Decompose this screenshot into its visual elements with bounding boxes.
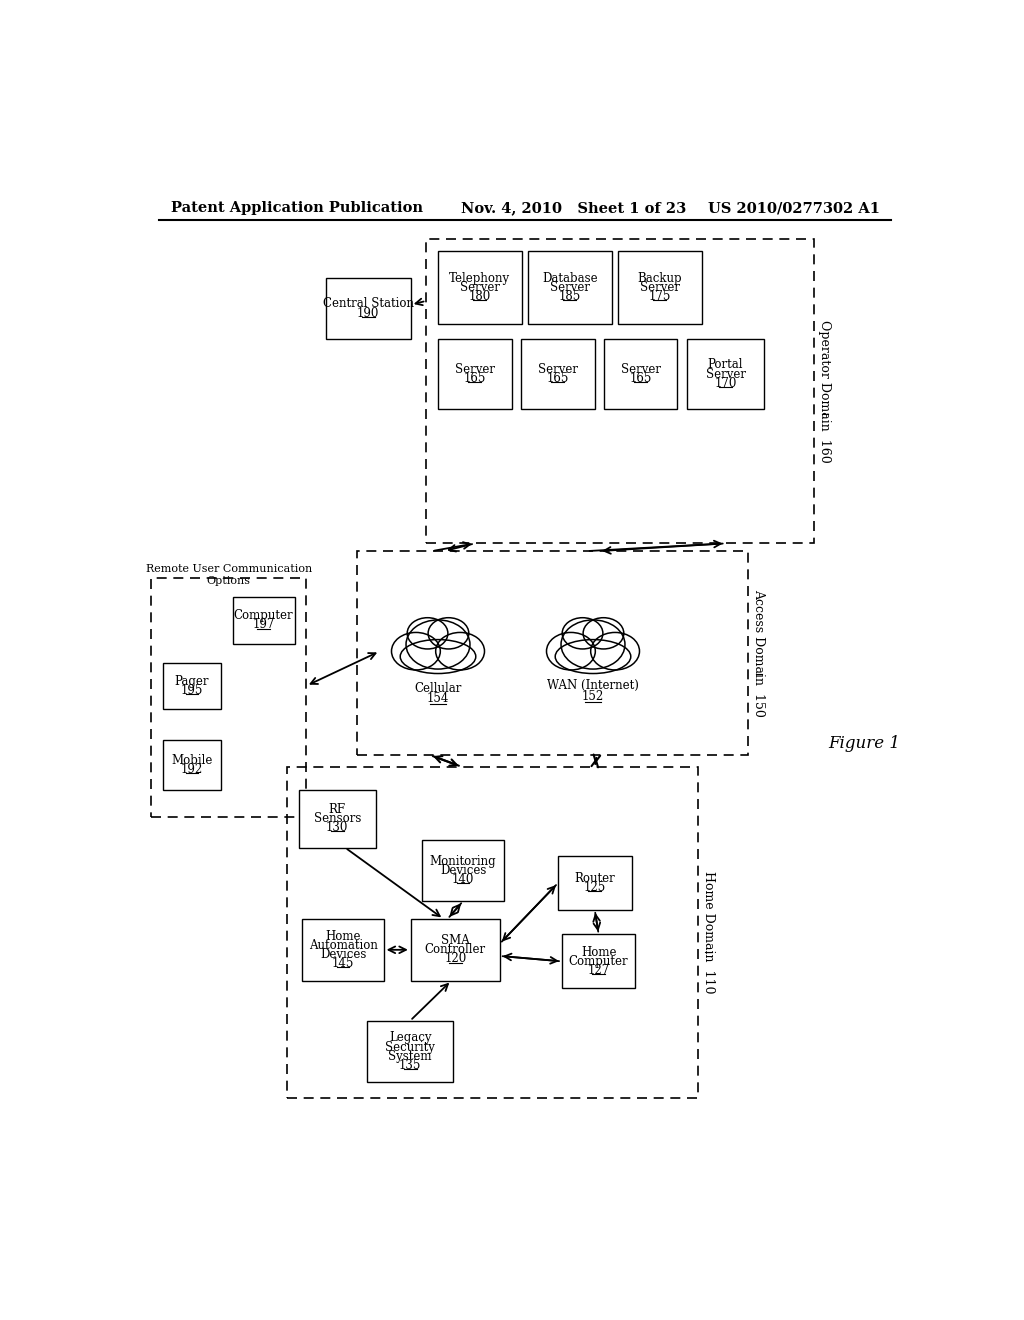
Bar bbox=[302, 919, 384, 981]
Text: Computer: Computer bbox=[569, 954, 629, 968]
Text: Telephony: Telephony bbox=[450, 272, 510, 285]
Text: 165: 165 bbox=[547, 372, 569, 385]
Text: 127: 127 bbox=[588, 964, 609, 977]
Text: Mobile: Mobile bbox=[171, 754, 213, 767]
Text: 145: 145 bbox=[332, 957, 354, 970]
Text: Server: Server bbox=[460, 281, 500, 294]
Text: Options: Options bbox=[207, 576, 251, 586]
Text: System: System bbox=[388, 1049, 432, 1063]
Ellipse shape bbox=[428, 618, 469, 649]
Text: 180: 180 bbox=[469, 290, 490, 304]
Bar bbox=[163, 739, 221, 789]
Text: 130: 130 bbox=[326, 821, 348, 834]
Text: Home Domain  110: Home Domain 110 bbox=[702, 871, 715, 994]
Bar bbox=[528, 251, 611, 323]
Text: 140: 140 bbox=[452, 873, 474, 886]
Text: 185: 185 bbox=[559, 290, 581, 304]
Text: Patent Application Publication: Patent Application Publication bbox=[171, 202, 423, 215]
Text: Backup: Backup bbox=[637, 272, 682, 285]
Text: Home: Home bbox=[581, 945, 616, 958]
Bar bbox=[617, 251, 701, 323]
Text: Home: Home bbox=[326, 929, 360, 942]
Text: Figure 1: Figure 1 bbox=[828, 735, 900, 752]
Ellipse shape bbox=[562, 618, 603, 649]
Text: Devices: Devices bbox=[319, 948, 367, 961]
Bar bbox=[558, 857, 632, 909]
Text: Legacy: Legacy bbox=[389, 1031, 431, 1044]
Text: Security: Security bbox=[385, 1040, 435, 1053]
Ellipse shape bbox=[435, 632, 484, 671]
Text: Computer: Computer bbox=[233, 610, 294, 622]
Text: SMA: SMA bbox=[441, 935, 470, 948]
Text: Pager: Pager bbox=[175, 675, 209, 688]
Bar bbox=[422, 840, 504, 902]
Text: 190: 190 bbox=[357, 306, 380, 319]
Text: Operator Domain  160: Operator Domain 160 bbox=[818, 319, 831, 463]
Ellipse shape bbox=[591, 632, 640, 671]
Text: Server: Server bbox=[538, 363, 578, 376]
Text: Server: Server bbox=[706, 367, 745, 380]
Text: Remote User Communication: Remote User Communication bbox=[145, 564, 312, 574]
Text: 152: 152 bbox=[582, 690, 604, 704]
Ellipse shape bbox=[547, 632, 595, 671]
Text: RF: RF bbox=[329, 803, 346, 816]
Text: 197: 197 bbox=[253, 619, 274, 631]
Text: Automation: Automation bbox=[308, 939, 378, 952]
Bar bbox=[426, 239, 814, 544]
Bar bbox=[687, 339, 764, 409]
Text: Cellular: Cellular bbox=[415, 681, 462, 694]
Text: Nov. 4, 2010   Sheet 1 of 23: Nov. 4, 2010 Sheet 1 of 23 bbox=[461, 202, 686, 215]
Text: Portal: Portal bbox=[708, 358, 743, 371]
Text: 125: 125 bbox=[584, 882, 606, 894]
Bar bbox=[368, 1020, 453, 1082]
Bar bbox=[299, 789, 376, 847]
Text: WAN (Internet): WAN (Internet) bbox=[547, 680, 639, 693]
Bar bbox=[411, 919, 500, 981]
Text: Server: Server bbox=[550, 281, 590, 294]
Ellipse shape bbox=[408, 618, 447, 649]
Bar bbox=[562, 935, 636, 989]
Text: 165: 165 bbox=[630, 372, 652, 385]
Text: Sensors: Sensors bbox=[313, 812, 360, 825]
Text: 170: 170 bbox=[715, 376, 736, 389]
Bar bbox=[521, 339, 595, 409]
Bar bbox=[287, 767, 697, 1098]
Text: Devices: Devices bbox=[440, 863, 486, 876]
Text: 120: 120 bbox=[444, 953, 466, 965]
Ellipse shape bbox=[555, 640, 631, 673]
Text: Database: Database bbox=[542, 272, 598, 285]
Ellipse shape bbox=[400, 640, 476, 673]
Bar bbox=[356, 552, 748, 755]
Text: Server: Server bbox=[621, 363, 660, 376]
Bar bbox=[326, 277, 411, 339]
Ellipse shape bbox=[583, 618, 624, 649]
Text: 195: 195 bbox=[181, 684, 203, 697]
Text: 165: 165 bbox=[464, 372, 486, 385]
Text: Server: Server bbox=[640, 281, 680, 294]
Ellipse shape bbox=[391, 632, 440, 671]
Text: Access Domain  150: Access Domain 150 bbox=[753, 589, 765, 717]
Text: Router: Router bbox=[574, 873, 615, 884]
Text: Central Station: Central Station bbox=[323, 297, 414, 310]
Text: Monitoring: Monitoring bbox=[430, 854, 497, 867]
Text: 192: 192 bbox=[181, 763, 203, 776]
Text: 135: 135 bbox=[399, 1059, 421, 1072]
Text: 154: 154 bbox=[427, 693, 450, 705]
Bar bbox=[232, 597, 295, 644]
Text: 175: 175 bbox=[648, 290, 671, 304]
Bar bbox=[438, 251, 521, 323]
Bar bbox=[152, 578, 306, 817]
Bar bbox=[604, 339, 678, 409]
Text: Controller: Controller bbox=[425, 944, 485, 956]
Ellipse shape bbox=[561, 620, 625, 669]
Text: Server: Server bbox=[455, 363, 495, 376]
Text: US 2010/0277302 A1: US 2010/0277302 A1 bbox=[708, 202, 880, 215]
Bar bbox=[438, 339, 512, 409]
Ellipse shape bbox=[407, 620, 470, 669]
Bar bbox=[163, 663, 221, 709]
